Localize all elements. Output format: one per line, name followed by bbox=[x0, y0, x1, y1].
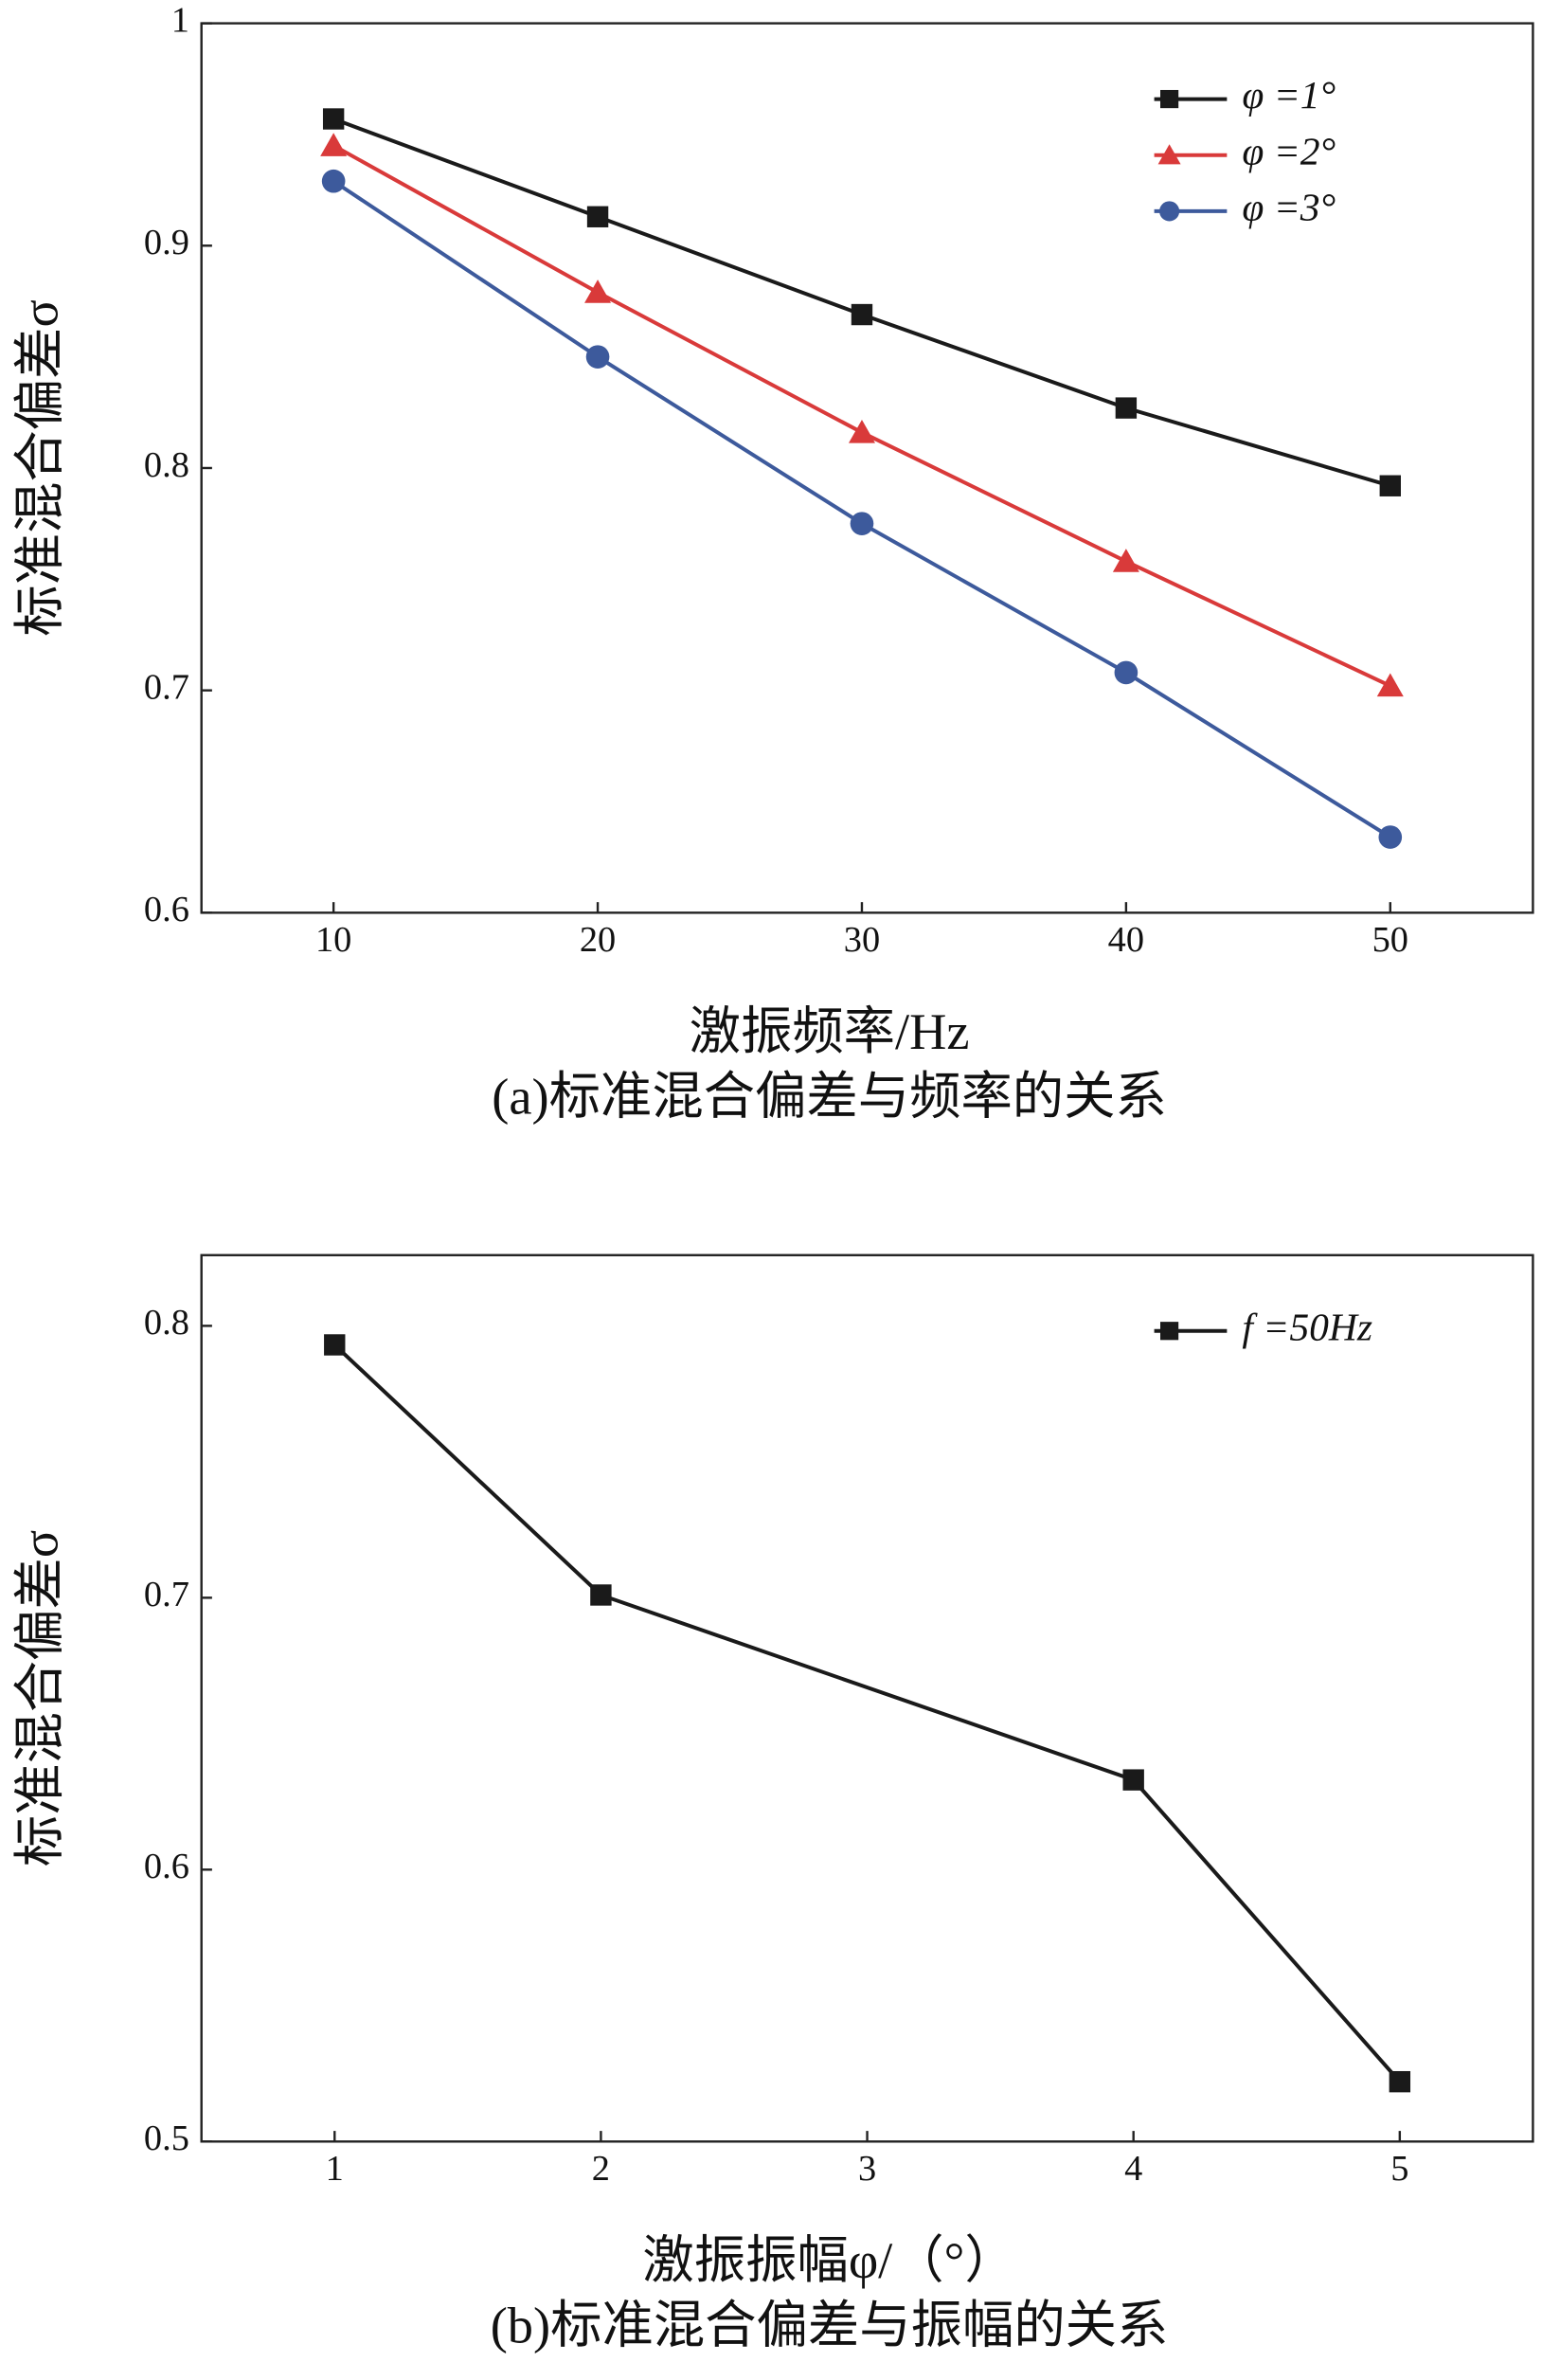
x-tick-label: 10 bbox=[315, 920, 351, 960]
series-line bbox=[332, 143, 1391, 688]
legend-label: φ =1° bbox=[1242, 73, 1336, 117]
marker bbox=[586, 206, 609, 227]
marker bbox=[320, 133, 348, 156]
marker bbox=[848, 419, 875, 443]
x-tick-label: 40 bbox=[1108, 920, 1144, 960]
x-tick-label: 2 bbox=[592, 2149, 610, 2189]
legend-label: φ =2° bbox=[1242, 129, 1336, 172]
y-tick-label: 0.7 bbox=[144, 1575, 189, 1614]
x-tick-label: 5 bbox=[1390, 2149, 1408, 2189]
x-tick-label: 3 bbox=[858, 2149, 876, 2189]
y-axis-label: 标准混合偏差σ bbox=[11, 299, 68, 636]
marker bbox=[1159, 201, 1180, 222]
y-axis-label: 标准混合偏差σ bbox=[11, 1530, 68, 1866]
y-tick-label: 0.6 bbox=[144, 890, 189, 929]
marker bbox=[1115, 397, 1138, 419]
marker bbox=[1114, 660, 1139, 685]
legend-label: φ =3° bbox=[1242, 185, 1336, 228]
marker bbox=[1112, 549, 1139, 572]
x-tick-label: 4 bbox=[1124, 2149, 1142, 2189]
x-axis-label: 激振频率/Hz bbox=[690, 1003, 970, 1060]
marker bbox=[1389, 2070, 1411, 2093]
series-line bbox=[332, 179, 1391, 839]
marker bbox=[1378, 825, 1403, 849]
marker bbox=[584, 279, 612, 303]
x-tick-label: 20 bbox=[580, 920, 616, 960]
marker bbox=[1122, 1769, 1144, 1791]
y-tick-label: 0.7 bbox=[144, 667, 189, 707]
marker bbox=[1159, 89, 1179, 109]
marker bbox=[1159, 1322, 1179, 1341]
legend-label: f =50Hz bbox=[1242, 1305, 1372, 1348]
marker bbox=[1379, 475, 1401, 496]
x-tick-label: 30 bbox=[844, 920, 880, 960]
marker bbox=[1376, 673, 1404, 697]
marker bbox=[851, 303, 873, 326]
x-tick-label: 1 bbox=[326, 2149, 344, 2189]
y-tick-label: 0.9 bbox=[144, 223, 189, 262]
y-tick-label: 1 bbox=[171, 0, 189, 40]
series-line bbox=[332, 1343, 1402, 2083]
marker bbox=[324, 1334, 346, 1356]
marker bbox=[322, 108, 345, 130]
caption: (a)标准混合偏差与频率的关系 bbox=[492, 1069, 1167, 1126]
marker bbox=[590, 1584, 612, 1606]
x-tick-label: 50 bbox=[1372, 920, 1408, 960]
marker bbox=[321, 169, 346, 193]
y-tick-label: 0.8 bbox=[144, 445, 189, 485]
marker bbox=[850, 512, 874, 535]
marker bbox=[1157, 144, 1181, 165]
y-tick-label: 0.6 bbox=[144, 1847, 189, 1886]
caption: (b)标准混合偏差与振幅的关系 bbox=[491, 2298, 1169, 2354]
x-axis-label: 激振振幅φ/（°） bbox=[642, 2232, 1015, 2289]
y-tick-label: 0.8 bbox=[144, 1303, 189, 1343]
marker bbox=[585, 345, 610, 369]
y-tick-label: 0.5 bbox=[144, 2119, 189, 2158]
